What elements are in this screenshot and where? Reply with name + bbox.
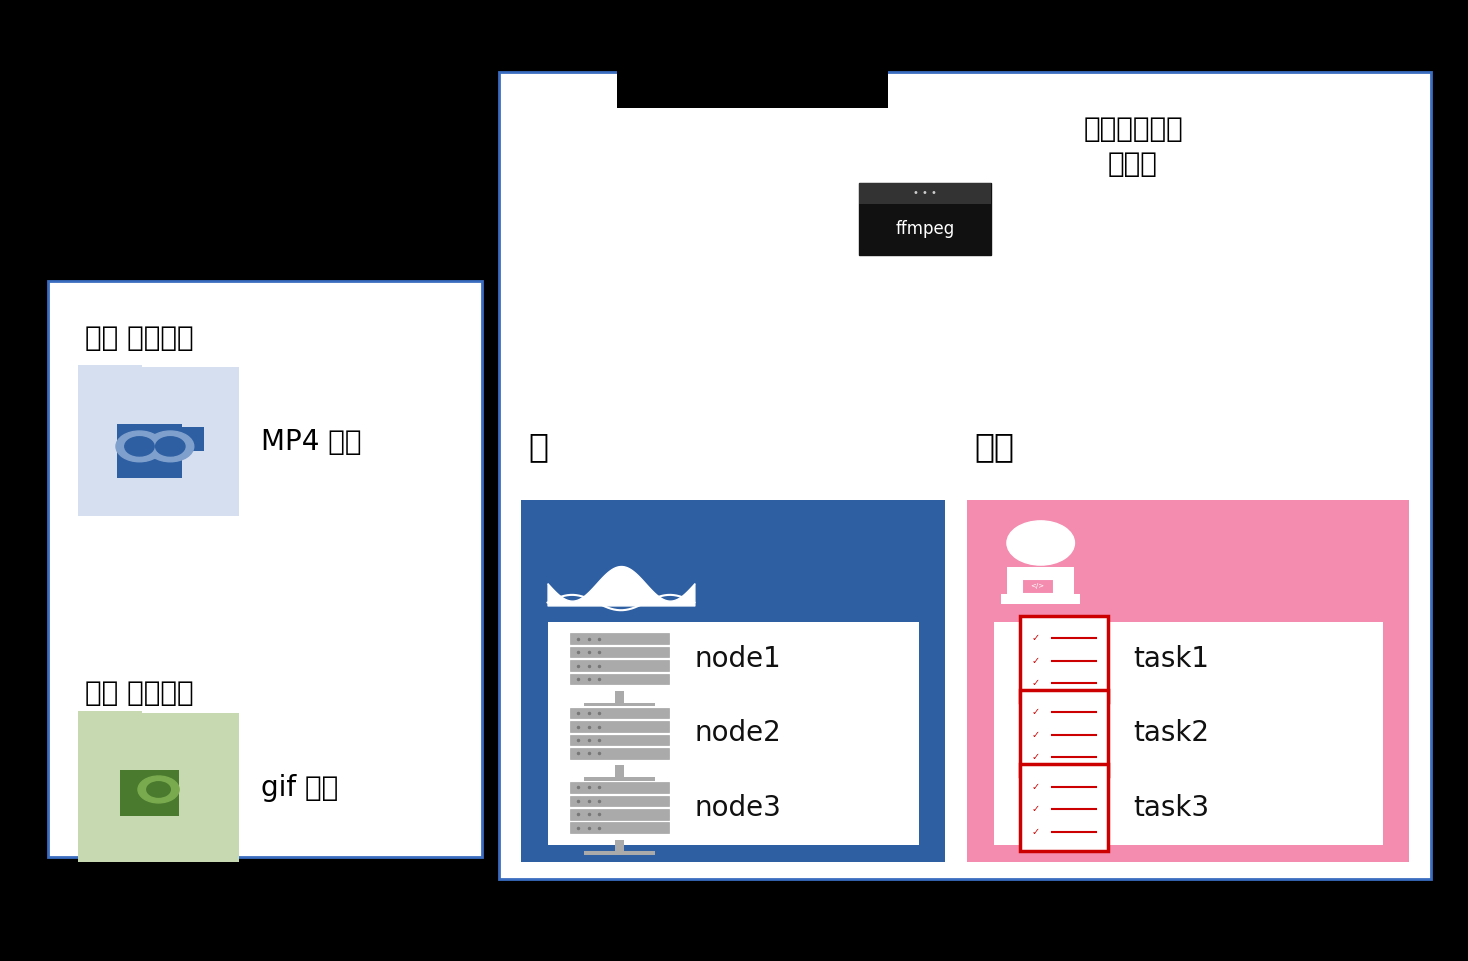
Text: MP4 파일: MP4 파일: [261, 428, 361, 456]
Text: • • •: • • •: [913, 188, 937, 198]
FancyBboxPatch shape: [994, 622, 1383, 845]
Text: 풀: 풀: [528, 431, 549, 463]
FancyBboxPatch shape: [570, 748, 669, 759]
FancyBboxPatch shape: [499, 72, 1431, 879]
Text: node3: node3: [694, 794, 781, 822]
Text: ✓: ✓: [1032, 782, 1039, 792]
Text: ✓: ✓: [1032, 826, 1039, 837]
FancyBboxPatch shape: [120, 778, 179, 817]
Text: 애플리케이션
패키지: 애플리케이션 패키지: [1083, 115, 1183, 178]
FancyBboxPatch shape: [967, 500, 1409, 862]
Circle shape: [147, 782, 170, 797]
Circle shape: [156, 436, 185, 456]
Text: 출력 컨테이너: 출력 컨테이너: [85, 679, 194, 707]
Text: ✓: ✓: [1032, 707, 1039, 718]
FancyBboxPatch shape: [182, 427, 204, 451]
FancyBboxPatch shape: [615, 765, 624, 778]
Text: </>: </>: [1031, 583, 1045, 589]
Text: node2: node2: [694, 719, 781, 748]
FancyBboxPatch shape: [570, 660, 669, 671]
FancyBboxPatch shape: [570, 823, 669, 833]
FancyBboxPatch shape: [570, 633, 669, 644]
FancyBboxPatch shape: [78, 713, 239, 862]
FancyBboxPatch shape: [117, 425, 182, 478]
FancyBboxPatch shape: [78, 365, 142, 377]
Text: ✓: ✓: [1032, 655, 1039, 666]
FancyBboxPatch shape: [120, 771, 179, 778]
Text: task3: task3: [1133, 794, 1210, 822]
Text: gif 파일: gif 파일: [261, 774, 339, 801]
FancyBboxPatch shape: [584, 702, 655, 706]
FancyBboxPatch shape: [584, 776, 655, 780]
Circle shape: [125, 436, 154, 456]
FancyBboxPatch shape: [570, 782, 669, 793]
FancyBboxPatch shape: [615, 840, 624, 853]
Text: node1: node1: [694, 645, 781, 673]
FancyBboxPatch shape: [1020, 616, 1108, 702]
Text: ✓: ✓: [1032, 804, 1039, 814]
Text: ✓: ✓: [1032, 678, 1039, 688]
Circle shape: [147, 431, 194, 461]
FancyBboxPatch shape: [570, 721, 669, 732]
Circle shape: [116, 431, 163, 461]
FancyBboxPatch shape: [570, 809, 669, 820]
Text: task1: task1: [1133, 645, 1210, 673]
Text: ✓: ✓: [1032, 633, 1039, 643]
FancyBboxPatch shape: [548, 622, 919, 845]
FancyBboxPatch shape: [78, 367, 239, 516]
FancyBboxPatch shape: [1007, 567, 1075, 601]
Text: 작업: 작업: [975, 431, 1014, 463]
FancyBboxPatch shape: [859, 183, 991, 255]
Text: 입력 컨테이너: 입력 컨테이너: [85, 324, 194, 352]
Circle shape: [1007, 521, 1075, 565]
FancyBboxPatch shape: [615, 691, 624, 704]
FancyBboxPatch shape: [617, 58, 888, 108]
FancyBboxPatch shape: [78, 711, 142, 723]
FancyBboxPatch shape: [584, 851, 655, 855]
FancyBboxPatch shape: [1020, 690, 1108, 776]
FancyBboxPatch shape: [859, 183, 991, 204]
Text: ✓: ✓: [1032, 752, 1039, 762]
FancyBboxPatch shape: [521, 500, 945, 862]
FancyBboxPatch shape: [1022, 579, 1054, 594]
Circle shape: [138, 776, 179, 803]
FancyBboxPatch shape: [570, 707, 669, 719]
Text: task2: task2: [1133, 719, 1210, 748]
FancyBboxPatch shape: [1020, 764, 1108, 850]
FancyBboxPatch shape: [570, 796, 669, 806]
FancyBboxPatch shape: [48, 281, 482, 857]
Text: ffmpeg: ffmpeg: [895, 220, 954, 238]
FancyBboxPatch shape: [570, 647, 669, 657]
FancyBboxPatch shape: [70, 58, 386, 108]
Text: ✓: ✓: [1032, 730, 1039, 740]
FancyBboxPatch shape: [570, 674, 669, 684]
FancyBboxPatch shape: [1001, 594, 1080, 604]
FancyBboxPatch shape: [570, 734, 669, 746]
